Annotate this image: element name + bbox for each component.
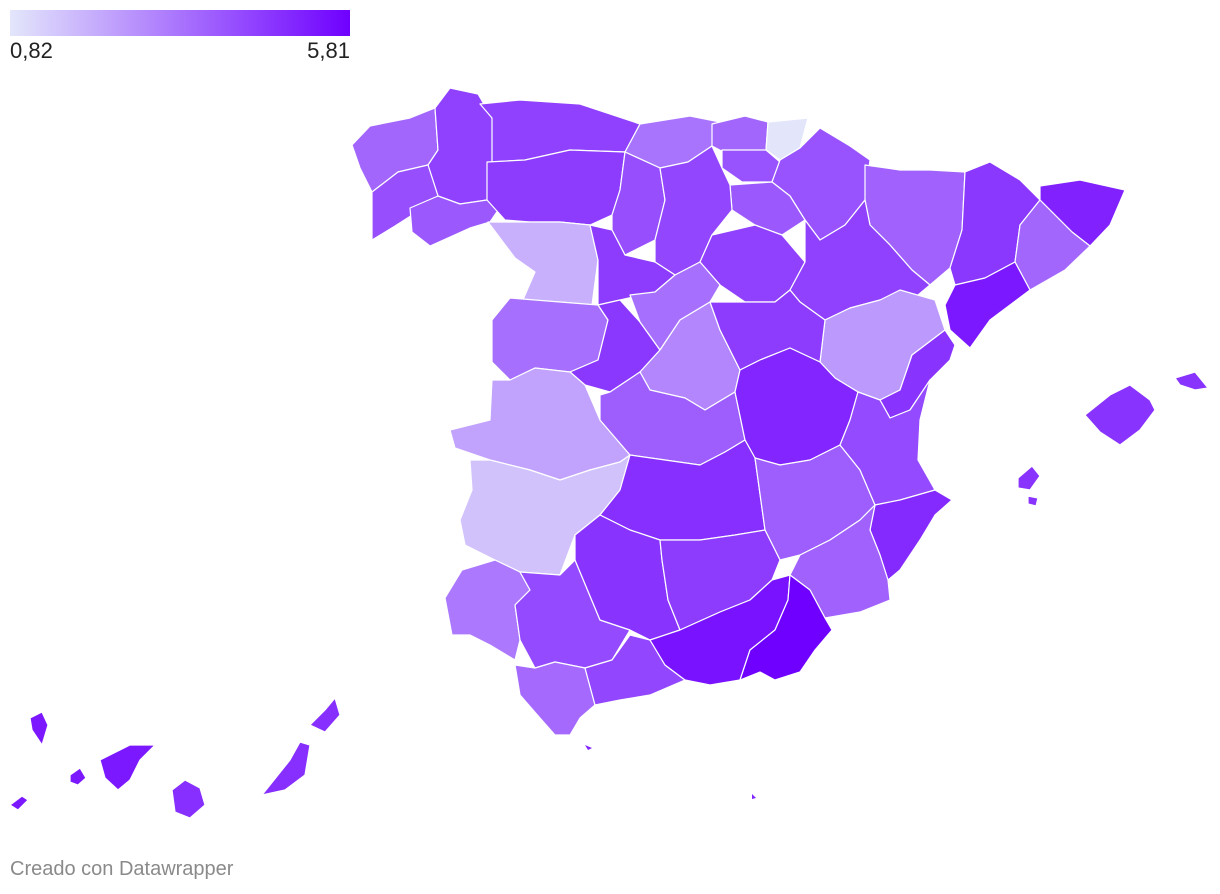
color-legend: 0,82 5,81 bbox=[10, 10, 350, 64]
province-cadiz[interactable] bbox=[514, 661, 596, 736]
province-zamora[interactable] bbox=[487, 221, 599, 306]
ceuta-mark bbox=[585, 745, 592, 750]
province-segovia[interactable] bbox=[629, 261, 721, 351]
province-alava[interactable] bbox=[721, 149, 781, 183]
legend-gradient-bar bbox=[10, 10, 350, 36]
province-guadalajara[interactable] bbox=[709, 289, 826, 371]
datawrapper-credit: Creado con Datawrapper bbox=[10, 858, 234, 880]
province-almeria[interactable] bbox=[739, 574, 833, 681]
legend-max-label: 5,81 bbox=[307, 38, 350, 63]
legend-min-label: 0,82 bbox=[10, 38, 53, 63]
legend-labels: 0,82 5,81 bbox=[10, 36, 350, 64]
province-santa-cruz-de-tenerife[interactable] bbox=[9, 711, 156, 811]
province-tarragona[interactable] bbox=[944, 261, 1031, 349]
province-la-rioja[interactable] bbox=[729, 181, 806, 236]
province-las-palmas[interactable] bbox=[171, 697, 341, 819]
province-illes-balears[interactable] bbox=[1017, 371, 1209, 507]
melilla-mark bbox=[752, 794, 756, 799]
province-leon[interactable] bbox=[486, 149, 626, 226]
